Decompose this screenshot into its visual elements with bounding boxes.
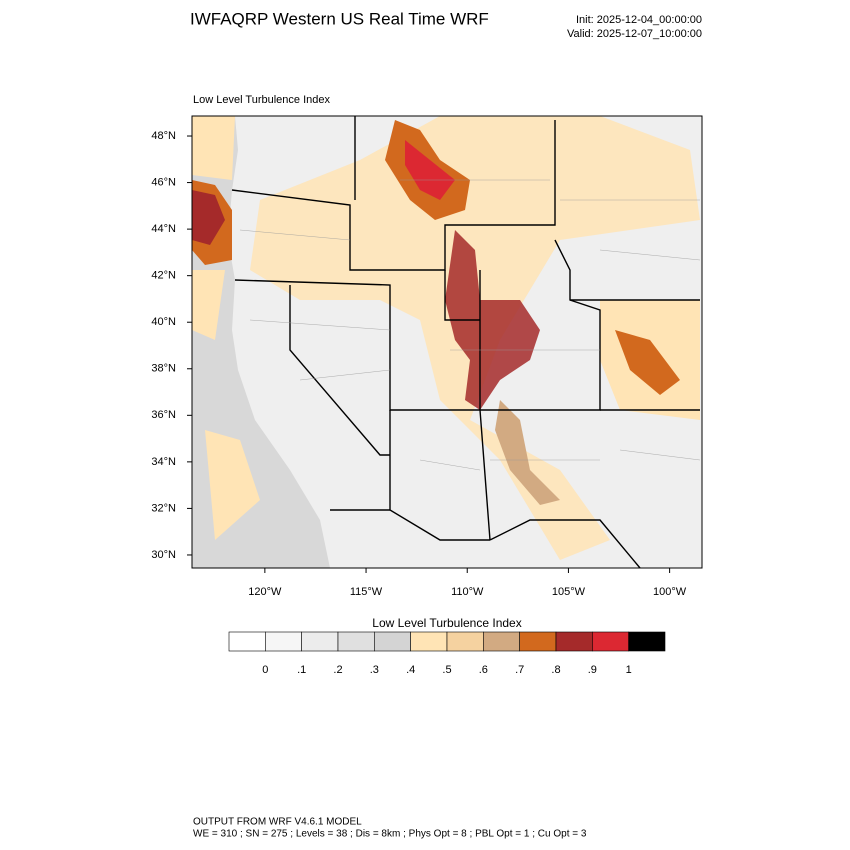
colorbar-box [519,631,557,652]
colorbar-label: .9 [588,664,597,676]
lon-label: 120°W [248,586,282,598]
state-borders [231,116,700,568]
title: IWFAQRP Western US Real Time WRF [190,9,489,28]
colorbar-label: .5 [442,664,451,676]
tan-area [192,116,260,540]
lat-label: 32°N [151,502,176,514]
init-time: Init: 2025-12-04_00:00:00 [576,14,702,26]
colorbar-box [337,631,375,652]
colorbar-box [483,631,520,652]
colorbar-label: .7 [515,664,524,676]
plains-high [615,330,680,395]
colorbar-label: .6 [479,664,488,676]
lat-label: 36°N [151,409,176,421]
colorbar-label: .2 [333,664,342,676]
colorbar-label: 0 [262,664,268,676]
lat-label: 42°N [151,270,176,282]
colorbar-label: .4 [406,664,415,676]
colorbar-box [410,631,448,652]
colorbar-box [555,631,593,652]
ridge-high [445,230,540,410]
map-frame [191,115,703,569]
lat-label: 48°N [151,130,176,142]
lat-label: 38°N [151,363,176,375]
lat-label: 40°N [151,316,176,328]
lat-label: 30°N [151,549,176,561]
valid-time: Valid: 2025-12-07_10:00:00 [567,28,702,40]
lat-label: 46°N [151,176,176,188]
map-subtitle: Low Level Turbulence Index [193,94,330,106]
colorbar-label: .1 [297,664,306,676]
lon-label: 110°W [451,586,484,598]
lon-label: 115°W [350,586,383,598]
map-field [192,116,702,568]
colorbar-label: .8 [551,664,560,676]
offshore-peak [192,190,225,245]
footer-line: OUTPUT FROM WRF V4.6.1 MODEL [193,817,362,828]
ridge-peak [405,140,455,200]
colorbar-box [592,631,629,652]
colorbar-box [265,631,302,652]
lon-label: 100°W [653,586,687,598]
colorbar-box [374,631,411,652]
colorbar-label: 1 [626,664,632,676]
footer-line: WE = 310 ; SN = 275 ; Levels = 38 ; Dis … [193,829,587,840]
colorbar-box [628,631,666,652]
colorbar-box [228,631,266,652]
colorbar-title: Low Level Turbulence Index [372,616,521,630]
colorbar-box [301,631,339,652]
lon-label: 105°W [552,586,586,598]
county-borders [239,179,701,471]
colorbar-label: .3 [370,664,379,676]
lat-label: 34°N [151,456,176,468]
ridge-mid [495,400,560,505]
lat-label: 44°N [151,223,176,235]
colorbar-box [446,631,484,652]
